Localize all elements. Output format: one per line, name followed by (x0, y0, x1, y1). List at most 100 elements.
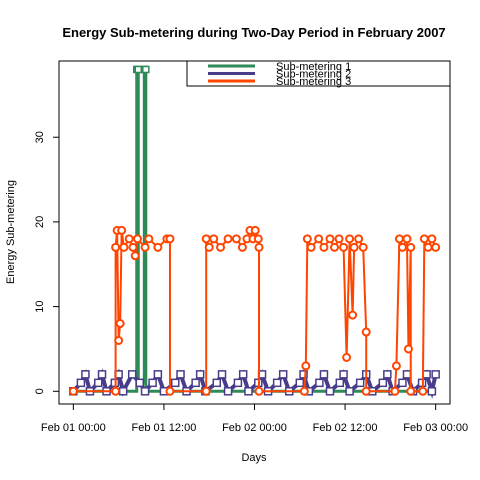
data-point (97, 370, 107, 379)
data-point (299, 386, 309, 396)
data-point (402, 234, 412, 244)
data-point (398, 378, 407, 388)
y-axis: 0 10 20 30 (34, 131, 60, 394)
data-point (397, 242, 407, 252)
data-point (216, 242, 226, 252)
series-layer (68, 65, 441, 400)
data-point (217, 370, 227, 379)
data-point (345, 234, 355, 244)
chart-title: Energy Sub-metering during Two-Day Perio… (62, 25, 445, 40)
data-point (238, 370, 248, 379)
x-tick-label: Feb 03 00:00 (403, 422, 468, 434)
data-point (427, 234, 437, 244)
x-tick-label: Feb 01 12:00 (131, 422, 196, 434)
data-point (233, 378, 243, 388)
data-point (119, 242, 129, 252)
data-point (419, 234, 429, 244)
data-point (231, 234, 241, 244)
data-point (431, 242, 441, 252)
data-point (315, 378, 324, 388)
x-tick-label: Feb 02 12:00 (313, 422, 378, 434)
data-point (130, 251, 140, 261)
data-point (153, 370, 163, 379)
data-point (144, 234, 154, 244)
data-point (117, 225, 127, 235)
data-point (127, 370, 137, 379)
data-point (394, 234, 404, 244)
data-point (330, 242, 340, 252)
legend-label: Sub-metering 1 (276, 61, 351, 73)
data-point (301, 361, 311, 371)
data-point (314, 234, 324, 244)
data-point (134, 65, 143, 74)
series-3-line (73, 227, 437, 393)
data-point (403, 344, 413, 354)
data-point (348, 310, 358, 320)
data-point (140, 387, 150, 396)
data-point (68, 386, 78, 396)
data-point (299, 370, 308, 379)
data-point (237, 242, 247, 252)
legend-label: Sub-metering 2 (276, 69, 351, 81)
data-point (253, 234, 263, 244)
data-point (319, 370, 329, 379)
data-point (94, 378, 103, 388)
data-point (335, 378, 345, 388)
data-point (354, 234, 364, 244)
x-axis-label: Days (241, 452, 267, 464)
data-point (378, 378, 388, 388)
series-3 (68, 225, 441, 396)
data-point (204, 242, 214, 252)
data-point (244, 387, 253, 396)
data-point (124, 234, 134, 244)
data-point (165, 234, 175, 244)
data-point (427, 387, 437, 396)
data-point (142, 65, 150, 74)
data-point (111, 386, 121, 396)
data-point (135, 378, 145, 388)
data-point (339, 370, 348, 379)
data-point (406, 386, 416, 396)
data-point (250, 225, 260, 235)
data-point (295, 378, 305, 388)
data-point (319, 242, 329, 252)
data-point (118, 387, 128, 396)
data-point (334, 234, 344, 244)
data-point (361, 327, 371, 337)
data-point (223, 387, 233, 396)
x-tick-label: Feb 02 00:00 (222, 422, 287, 434)
data-point (115, 319, 125, 329)
data-point (209, 234, 219, 244)
data-point (390, 386, 400, 396)
data-point (339, 242, 349, 252)
data-point (431, 370, 440, 379)
data-point (391, 361, 401, 371)
data-point (306, 242, 316, 252)
data-point (201, 386, 211, 396)
data-point (342, 352, 352, 362)
data-point (349, 242, 359, 252)
data-point (133, 234, 143, 244)
data-point (325, 234, 335, 244)
legend-label: Sub-metering 3 (276, 76, 351, 88)
data-point (76, 378, 86, 388)
data-point (223, 234, 233, 244)
data-point (422, 370, 431, 379)
y-tick-label: 30 (34, 131, 46, 143)
data-point (345, 387, 354, 396)
data-point (153, 242, 163, 252)
data-point (302, 234, 312, 244)
data-point (128, 242, 138, 252)
y-tick-label: 0 (34, 388, 46, 394)
data-point (212, 378, 222, 388)
data-point (140, 242, 150, 252)
data-point (278, 370, 288, 379)
data-point (254, 386, 264, 396)
data-point (423, 242, 433, 252)
data-point (170, 378, 180, 388)
data-point (361, 386, 371, 396)
data-point (418, 386, 428, 396)
data-point (114, 335, 124, 345)
